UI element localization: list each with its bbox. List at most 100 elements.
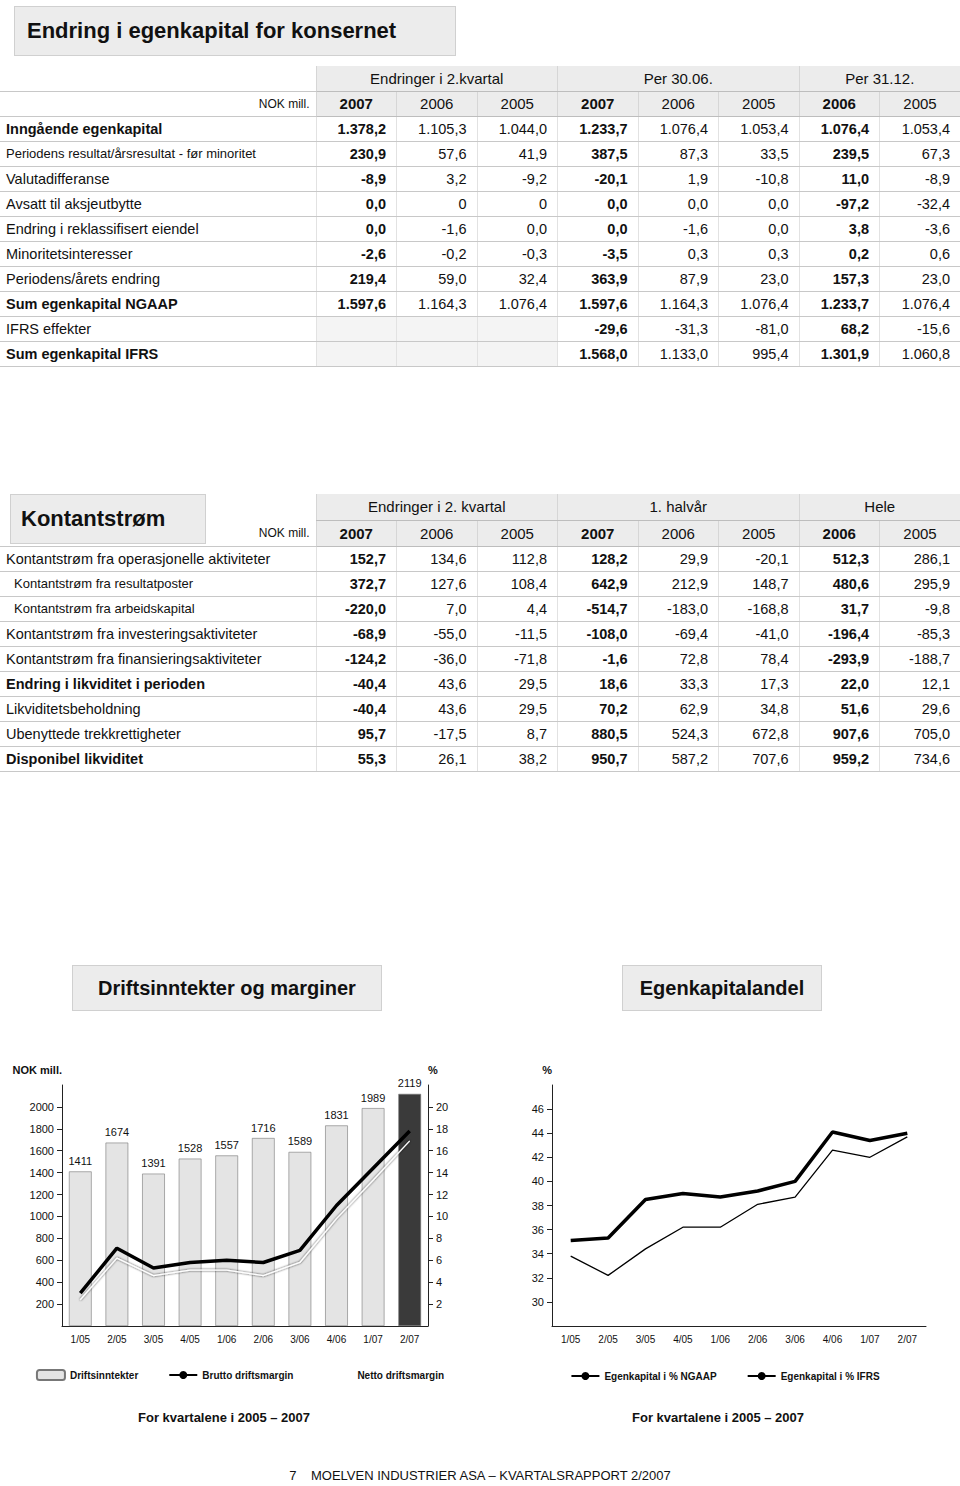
html-text:2005: 2005: [903, 524, 937, 542]
svg-text:%: %: [542, 1064, 552, 1076]
html-text:2006: 2006: [822, 524, 856, 542]
svg-text:Egenkapital i % IFRS: Egenkapital i % IFRS: [781, 1371, 880, 1382]
svg-text:32: 32: [532, 1272, 544, 1284]
svg-text:12: 12: [436, 1189, 448, 1201]
svg-text:3/05: 3/05: [636, 1334, 656, 1345]
svg-text:2000: 2000: [30, 1101, 54, 1113]
svg-text:42: 42: [532, 1151, 544, 1163]
svg-text:2119: 2119: [398, 1077, 422, 1089]
svg-text:1/06: 1/06: [711, 1334, 731, 1345]
svg-text:4/05: 4/05: [673, 1334, 693, 1345]
svg-text:1/06: 1/06: [217, 1334, 237, 1345]
svg-text:800: 800: [36, 1232, 54, 1244]
svg-text:38: 38: [532, 1200, 544, 1212]
html-text:Kontantstrøm: Kontantstrøm: [21, 506, 166, 531]
svg-text:4: 4: [436, 1276, 442, 1288]
svg-text:36: 36: [532, 1224, 544, 1236]
svg-text:1989: 1989: [361, 1092, 385, 1104]
svg-text:3/06: 3/06: [785, 1334, 805, 1345]
html-text:1.378,2: 1.378,2: [337, 120, 386, 137]
svg-text:1589: 1589: [288, 1135, 312, 1147]
html-text:1.233,7: 1.233,7: [579, 120, 628, 137]
svg-text:Brutto driftsmargin: Brutto driftsmargin: [202, 1370, 293, 1381]
svg-text:6: 6: [436, 1254, 442, 1266]
svg-text:Netto driftsmargin: Netto driftsmargin: [357, 1370, 444, 1381]
svg-text:4/05: 4/05: [180, 1334, 200, 1345]
svg-text:200: 200: [36, 1298, 54, 1310]
html-text:Endringer i 2. kvartal: Endringer i 2. kvartal: [368, 498, 506, 516]
svg-text:1674: 1674: [105, 1126, 129, 1138]
html-text:2006: 2006: [822, 95, 856, 112]
svg-text:400: 400: [36, 1276, 54, 1288]
html-text:Inngående egenkapital: Inngående egenkapital: [6, 120, 163, 137]
svg-text:4/06: 4/06: [327, 1334, 347, 1345]
svg-text:10: 10: [436, 1210, 448, 1222]
html-text:2007: 2007: [339, 95, 373, 112]
svg-text:NOK mill.: NOK mill.: [12, 1064, 62, 1076]
html-text:1.076,4: 1.076,4: [659, 120, 708, 137]
html-text:Endring i egenkapital for kons: Endring i egenkapital for konsernet: [27, 18, 397, 43]
svg-text:2/06: 2/06: [254, 1334, 274, 1345]
svg-text:2/06: 2/06: [748, 1334, 768, 1345]
svg-text:16: 16: [436, 1145, 448, 1157]
svg-text:30: 30: [532, 1296, 544, 1308]
svg-text:Egenkapital i % NGAAP: Egenkapital i % NGAAP: [604, 1371, 717, 1382]
html-text:2005: 2005: [742, 524, 776, 542]
svg-text:%: %: [428, 1064, 438, 1076]
html-text:1.105,3: 1.105,3: [418, 120, 467, 137]
svg-text:1716: 1716: [251, 1122, 275, 1134]
html-text:2006: 2006: [661, 95, 695, 112]
svg-text:1831: 1831: [324, 1109, 348, 1121]
html-text:Egenkapitalandel: Egenkapitalandel: [639, 976, 805, 999]
html-text:Hele: Hele: [864, 498, 896, 516]
html-text:1.044,0: 1.044,0: [498, 120, 547, 137]
svg-text:40: 40: [532, 1175, 544, 1187]
svg-text:1411: 1411: [68, 1155, 92, 1167]
svg-text:20: 20: [436, 1101, 448, 1113]
svg-text:1528: 1528: [178, 1142, 202, 1154]
svg-text:1/05: 1/05: [561, 1334, 581, 1345]
svg-text:2/07: 2/07: [400, 1334, 420, 1345]
html-text:2005: 2005: [742, 95, 776, 112]
svg-text:18: 18: [436, 1123, 448, 1135]
html-text:1. halvår: 1. halvår: [649, 498, 707, 516]
html-text:2006: 2006: [661, 524, 695, 542]
html-text:Driftsinntekter og marginer: Driftsinntekter og marginer: [98, 976, 356, 999]
svg-text:1/07: 1/07: [363, 1334, 383, 1345]
svg-text:8: 8: [436, 1232, 442, 1244]
html-text:2005: 2005: [500, 524, 534, 542]
svg-text:44: 44: [532, 1127, 544, 1139]
svg-text:600: 600: [36, 1254, 54, 1266]
svg-text:1/05: 1/05: [71, 1334, 91, 1345]
svg-text:2/05: 2/05: [107, 1334, 127, 1345]
html-text:2006: 2006: [420, 524, 454, 542]
svg-text:1000: 1000: [30, 1210, 54, 1222]
svg-text:1200: 1200: [30, 1189, 54, 1201]
html-text:2006: 2006: [420, 95, 454, 112]
svg-text:2/07: 2/07: [898, 1334, 918, 1345]
svg-text:46: 46: [532, 1103, 544, 1115]
svg-text:3/06: 3/06: [290, 1334, 310, 1345]
svg-text:4/06: 4/06: [823, 1334, 843, 1345]
svg-text:1/07: 1/07: [860, 1334, 880, 1345]
html-text:2007: 2007: [581, 524, 615, 542]
html-text:2005: 2005: [903, 95, 937, 112]
svg-text:34: 34: [532, 1248, 544, 1260]
svg-text:2/05: 2/05: [598, 1334, 618, 1345]
html-text:1.053,4: 1.053,4: [740, 120, 789, 137]
svg-text:1557: 1557: [214, 1139, 238, 1151]
svg-text:1600: 1600: [30, 1145, 54, 1157]
html-text:2007: 2007: [581, 95, 615, 112]
html-text:Per 31.12.: Per 31.12.: [845, 69, 915, 87]
svg-text:1400: 1400: [30, 1167, 54, 1179]
svg-text:14: 14: [436, 1167, 448, 1179]
svg-text:1800: 1800: [30, 1123, 54, 1135]
html-text:Per 30.06.: Per 30.06.: [643, 69, 713, 87]
svg-text:3/05: 3/05: [144, 1334, 164, 1345]
html-text:Endringer i 2.kvartal: Endringer i 2.kvartal: [370, 69, 504, 87]
svg-text:1391: 1391: [141, 1157, 165, 1169]
html-text:2005: 2005: [500, 95, 534, 112]
svg-text:Driftsinntekter: Driftsinntekter: [70, 1370, 138, 1381]
html-text:2007: 2007: [339, 524, 373, 542]
svg-text:2: 2: [436, 1298, 442, 1310]
